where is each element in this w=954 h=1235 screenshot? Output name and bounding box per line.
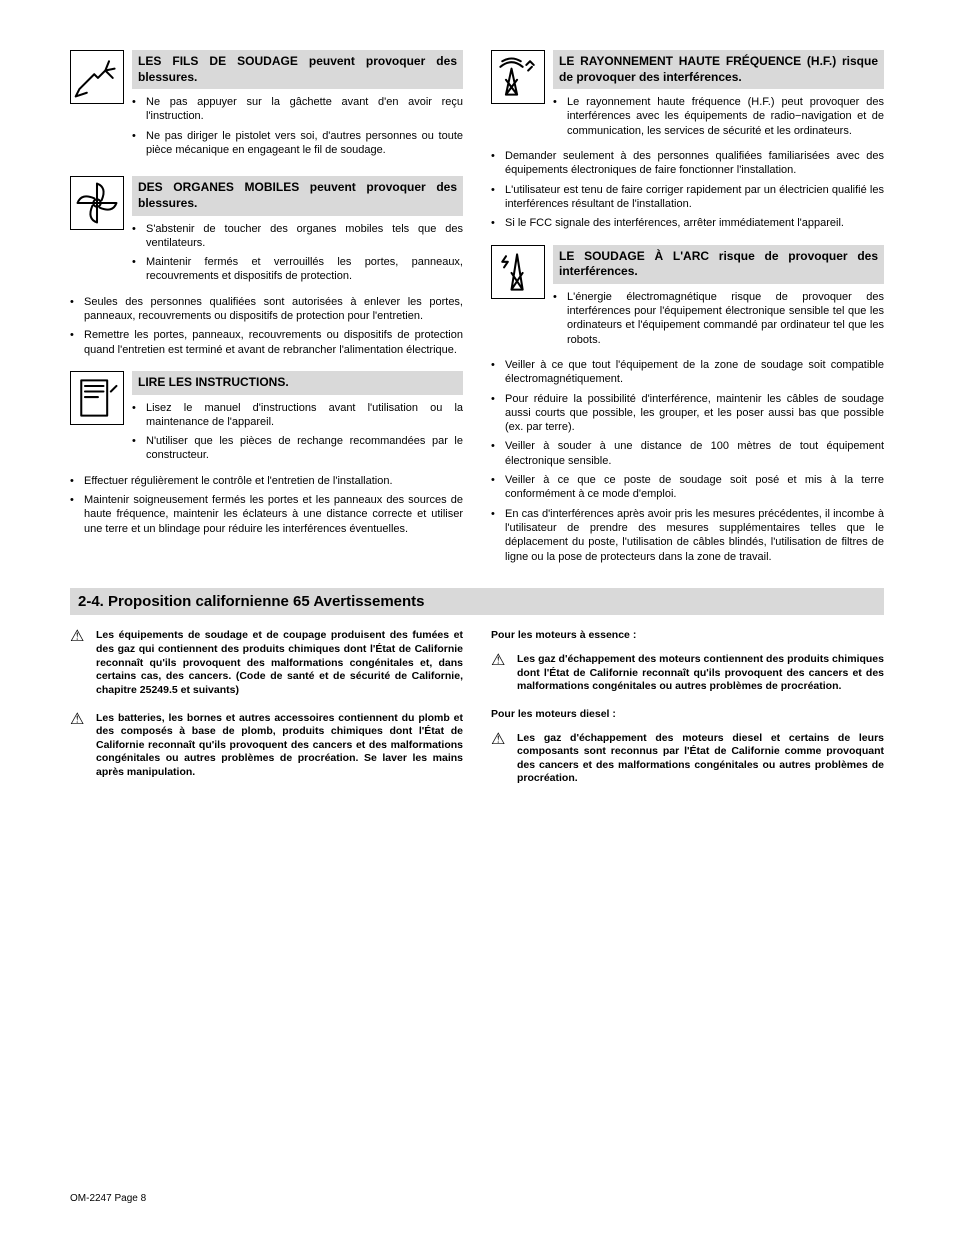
list-item: Ne pas appuyer sur la gâchette avant d'e…	[132, 95, 463, 124]
warning-icon: ⚠	[70, 629, 88, 697]
list-item: Ne pas diriger le pistolet vers soi, d'a…	[132, 129, 463, 158]
warning-item: ⚠ Les gaz d'échappement des moteurs dies…	[491, 732, 884, 787]
two-column-layout: LES FILS DE SOUDAGE peuvent provoquer de…	[70, 50, 884, 578]
right-column: LE RAYONNEMENT HAUTE FRÉQUENCE (H.F.) ri…	[491, 50, 884, 578]
list-item: S'abstenir de toucher des organes mobile…	[132, 222, 463, 251]
warning-icon: ⚠	[70, 712, 88, 780]
warning-item: ⚠Les équipements de soudage et de coupag…	[70, 629, 463, 697]
outdented-list: Demander seulement à des personnes quali…	[491, 149, 884, 230]
outdented-list: Effectuer régulièrement le contrôle et l…	[70, 474, 463, 536]
safety-block: DES ORGANES MOBILES peuvent provoquer de…	[70, 176, 463, 357]
block-header: LES FILS DE SOUDAGE peuvent provoquer de…	[70, 50, 463, 162]
fan-icon	[70, 176, 124, 230]
list-item: Veiller à ce que tout l'équipement de la…	[491, 358, 884, 387]
list-item: Le rayonnement haute fréquence (H.F.) pe…	[553, 95, 884, 138]
warning-item: ⚠ Les gaz d'échappement des moteurs cont…	[491, 653, 884, 694]
indented-list: Ne pas appuyer sur la gâchette avant d'e…	[132, 95, 463, 157]
block-header: LE SOUDAGE À L'ARC risque de provoquer d…	[491, 245, 884, 352]
safety-block: LES FILS DE SOUDAGE peuvent provoquer de…	[70, 50, 463, 162]
safety-block: LE RAYONNEMENT HAUTE FRÉQUENCE (H.F.) ri…	[491, 50, 884, 231]
page-footer: OM-2247 Page 8	[70, 1192, 146, 1205]
list-item: L'énergie électromagnétique risque de pr…	[553, 290, 884, 347]
list-item: Pour réduire la possibilité d'interféren…	[491, 392, 884, 435]
block-title: DES ORGANES MOBILES peuvent provoquer de…	[132, 176, 463, 215]
warning-item: ⚠Les batteries, les bornes et autres acc…	[70, 712, 463, 780]
list-item: Seules des personnes qualifiées sont aut…	[70, 295, 463, 324]
warnings-left-column: ⚠Les équipements de soudage et de coupag…	[70, 629, 463, 800]
warnings-row: ⚠Les équipements de soudage et de coupag…	[70, 629, 884, 800]
block-header: DES ORGANES MOBILES peuvent provoquer de…	[70, 176, 463, 288]
arc-tower-icon	[491, 245, 545, 299]
block-title: LE SOUDAGE À L'ARC risque de provoquer d…	[553, 245, 884, 284]
list-item: Effectuer régulièrement le contrôle et l…	[70, 474, 463, 488]
indented-list: Le rayonnement haute fréquence (H.F.) pe…	[553, 95, 884, 138]
block-header: LIRE LES INSTRUCTIONS. Lisez le manuel d'…	[70, 371, 463, 468]
gasoline-heading: Pour les moteurs à essence :	[491, 629, 884, 643]
manual-icon	[70, 371, 124, 425]
list-item: Lisez le manuel d'instructions avant l'u…	[132, 401, 463, 430]
safety-block: LIRE LES INSTRUCTIONS. Lisez le manuel d'…	[70, 371, 463, 536]
list-item: Veiller à ce que ce poste de soudage soi…	[491, 473, 884, 502]
list-item: Maintenir soigneusement fermés les porte…	[70, 493, 463, 536]
warning-text: Les gaz d'échappement des moteurs diesel…	[517, 732, 884, 787]
safety-block: LE SOUDAGE À L'ARC risque de provoquer d…	[491, 245, 884, 564]
list-item: Remettre les portes, panneaux, recouvrem…	[70, 328, 463, 357]
outdented-list: Seules des personnes qualifiées sont aut…	[70, 295, 463, 357]
block-title: LE RAYONNEMENT HAUTE FRÉQUENCE (H.F.) ri…	[553, 50, 884, 89]
list-item: Demander seulement à des personnes quali…	[491, 149, 884, 178]
warning-text: Les équipements de soudage et de coupage…	[96, 629, 463, 697]
block-header: LE RAYONNEMENT HAUTE FRÉQUENCE (H.F.) ri…	[491, 50, 884, 143]
warning-icon: ⚠	[491, 732, 509, 787]
warning-text: Les batteries, les bornes et autres acce…	[96, 712, 463, 780]
outdented-list: Veiller à ce que tout l'équipement de la…	[491, 358, 884, 564]
indented-list: S'abstenir de toucher des organes mobile…	[132, 222, 463, 284]
block-title: LES FILS DE SOUDAGE peuvent provoquer de…	[132, 50, 463, 89]
list-item: Maintenir fermés et verrouillés les port…	[132, 255, 463, 284]
list-item: En cas d'interférences après avoir pris …	[491, 507, 884, 564]
hf-tower-icon	[491, 50, 545, 104]
section-heading: 2-4. Proposition californienne 65 Averti…	[70, 588, 884, 616]
diesel-heading: Pour les moteurs diesel :	[491, 708, 884, 722]
warnings-right-column: Pour les moteurs à essence : ⚠ Les gaz d…	[491, 629, 884, 800]
list-item: Veiller à souder à une distance de 100 m…	[491, 439, 884, 468]
list-item: N'utiliser que les pièces de rechange re…	[132, 434, 463, 463]
warning-icon: ⚠	[491, 653, 509, 694]
indented-list: L'énergie électromagnétique risque de pr…	[553, 290, 884, 347]
block-title: LIRE LES INSTRUCTIONS.	[132, 371, 463, 395]
warning-text: Les gaz d'échappement des moteurs contie…	[517, 653, 884, 694]
hand-spark-icon	[70, 50, 124, 104]
left-column: LES FILS DE SOUDAGE peuvent provoquer de…	[70, 50, 463, 578]
indented-list: Lisez le manuel d'instructions avant l'u…	[132, 401, 463, 463]
list-item: Si le FCC signale des interférences, arr…	[491, 216, 884, 230]
list-item: L'utilisateur est tenu de faire corriger…	[491, 183, 884, 212]
